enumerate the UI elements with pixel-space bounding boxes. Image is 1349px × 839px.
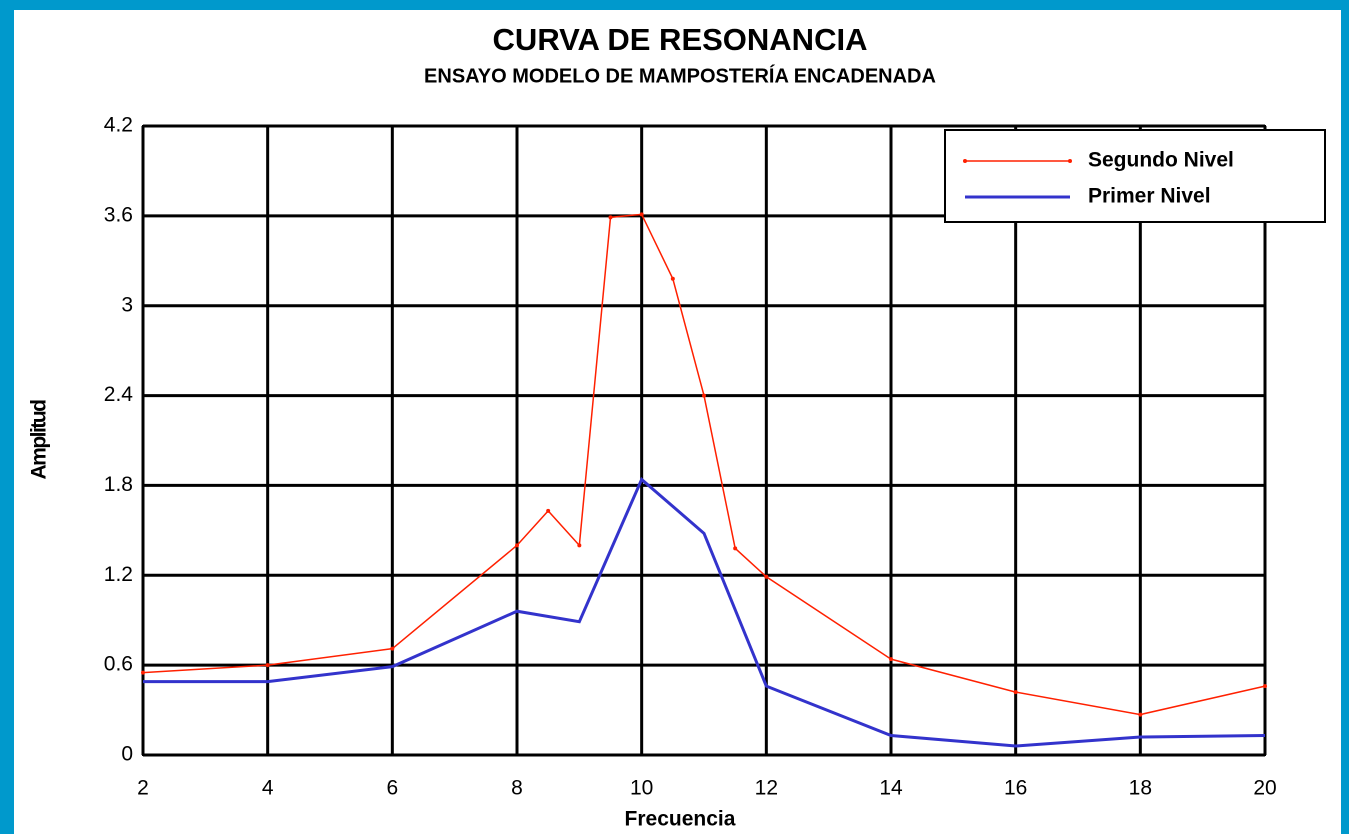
x-tick-label: 8 (511, 777, 523, 800)
series-marker (141, 670, 145, 675)
series-marker (764, 574, 769, 579)
series-line (143, 476, 1266, 748)
x-tick-label: 18 (1129, 777, 1152, 800)
y-axis-label: Amplitud (28, 400, 51, 480)
x-axis-label: Frecuencia (625, 808, 736, 831)
y-tick-label: 3 (121, 293, 133, 316)
legend-label: Segundo Nivel (1088, 149, 1234, 172)
series-marker (577, 543, 582, 548)
x-tick-label: 6 (386, 777, 398, 800)
y-tick-label: 0 (121, 743, 133, 766)
series-marker (670, 276, 675, 281)
series-marker (1138, 712, 1143, 717)
y-tick-label: 1.8 (104, 473, 133, 496)
legend-label: Primer Nivel (1088, 185, 1211, 208)
y-tick-label: 3.6 (104, 203, 133, 226)
series-marker (889, 657, 893, 662)
x-tick-label: 10 (630, 777, 653, 800)
series-marker (390, 646, 395, 651)
series-marker (515, 543, 519, 548)
legend-marker (963, 159, 967, 163)
series-marker (733, 546, 738, 551)
series-line (142, 213, 1266, 716)
series-marker (608, 215, 613, 220)
series-marker (1263, 684, 1267, 689)
x-tick-label: 16 (1004, 777, 1027, 800)
plot-area (142, 125, 1266, 756)
legend-box (944, 129, 1326, 223)
series-marker (1013, 690, 1018, 695)
y-tick-label: 2.4 (104, 383, 134, 406)
y-tick-label: 1.2 (104, 563, 133, 586)
series-marker (639, 212, 644, 217)
series-marker (546, 508, 551, 513)
x-tick-label: 14 (879, 777, 903, 800)
legend-marker (1068, 159, 1072, 163)
x-tick-label: 2 (137, 777, 149, 800)
x-tick-label: 12 (755, 777, 778, 800)
chart-title: CURVA DE RESONANCIA (493, 22, 868, 57)
y-tick-label: 4.2 (104, 114, 133, 137)
x-tick-label: 4 (262, 777, 274, 800)
chart-subtitle: ENSAYO MODELO DE MAMPOSTERÍA ENCADENADA (424, 64, 936, 87)
x-tick-label: 20 (1253, 777, 1276, 800)
y-tick-label: 0.6 (104, 653, 133, 676)
series-marker (702, 393, 706, 398)
series-marker (265, 663, 270, 668)
